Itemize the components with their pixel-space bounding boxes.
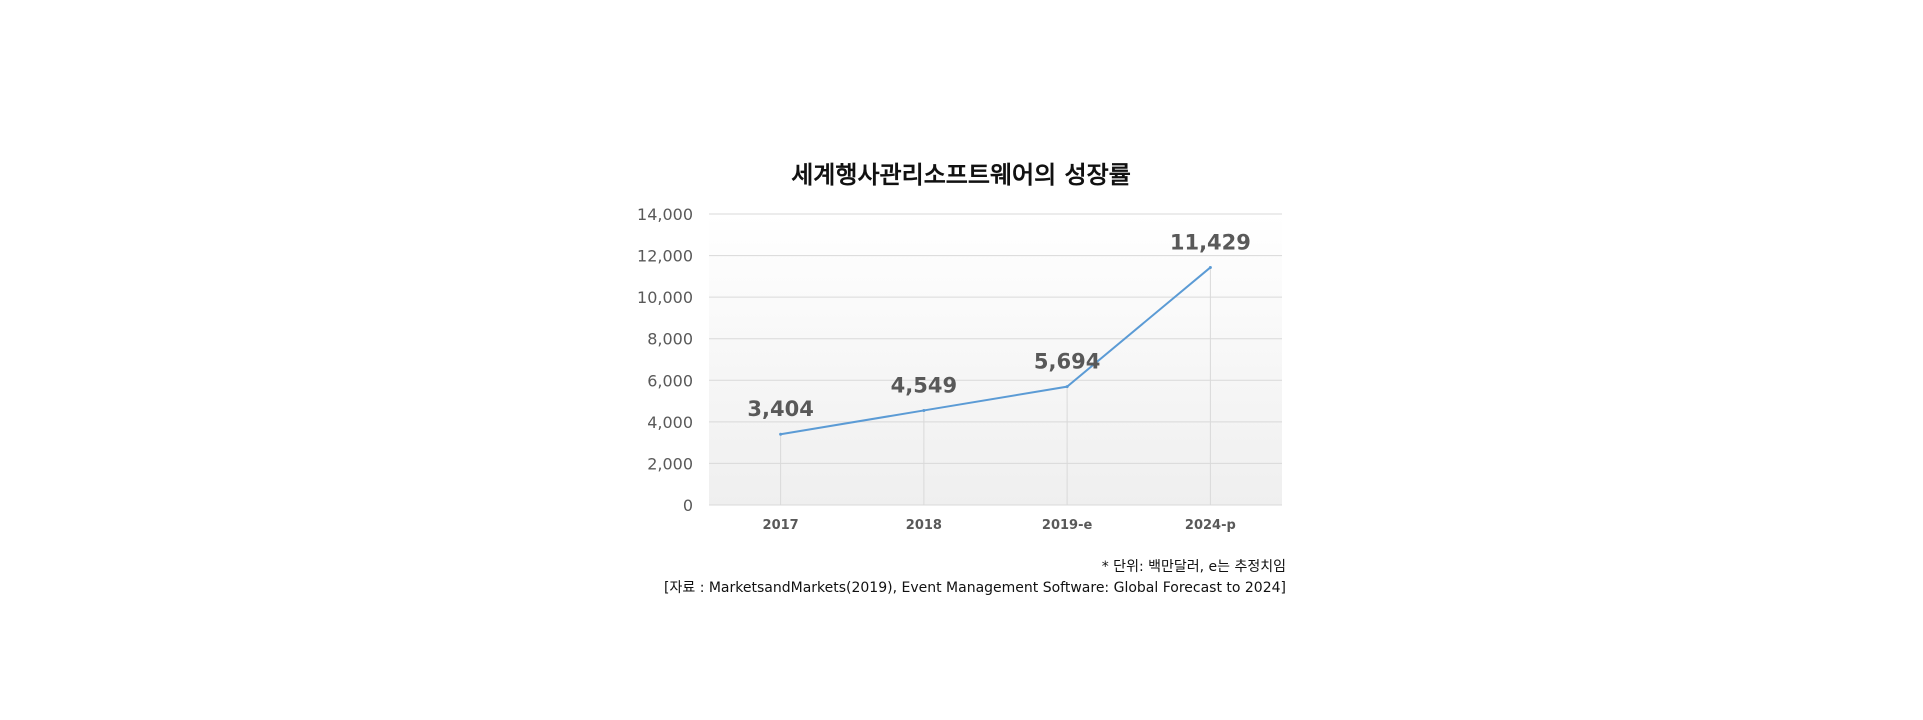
- data-label: 4,549: [891, 373, 957, 397]
- y-tick-label: 4,000: [647, 413, 693, 432]
- x-tick-label: 2018: [906, 518, 942, 533]
- y-tick-label: 6,000: [647, 371, 693, 390]
- y-tick-label: 0: [683, 496, 693, 515]
- y-tick-label: 2,000: [647, 454, 693, 473]
- chart-title: 세계행사관리소프트웨어의 성장률: [791, 161, 1131, 189]
- series-line: [780, 266, 1212, 436]
- source-note: [자료 : MarketsandMarkets(2019), Event Man…: [664, 580, 1286, 596]
- x-tick-label: 2017: [763, 518, 799, 533]
- y-tick-label: 8,000: [647, 330, 693, 349]
- data-label: 11,429: [1170, 230, 1251, 254]
- data-label: 3,404: [747, 397, 813, 421]
- unit-note: * 단위: 백만달러, e는 추정치임: [1101, 559, 1286, 575]
- data-label: 5,694: [1034, 350, 1100, 374]
- y-tick-label: 10,000: [637, 288, 693, 307]
- x-tick-label: 2019-e: [1042, 518, 1093, 533]
- data-point: [1065, 385, 1069, 389]
- plot-area: [709, 214, 1282, 505]
- x-tick-label: 2024-p: [1185, 518, 1236, 533]
- y-tick-label: 12,000: [637, 247, 693, 266]
- data-point: [779, 432, 783, 436]
- y-tick-label: 14,000: [637, 205, 693, 224]
- data-point: [1208, 265, 1212, 269]
- data-point: [922, 408, 926, 412]
